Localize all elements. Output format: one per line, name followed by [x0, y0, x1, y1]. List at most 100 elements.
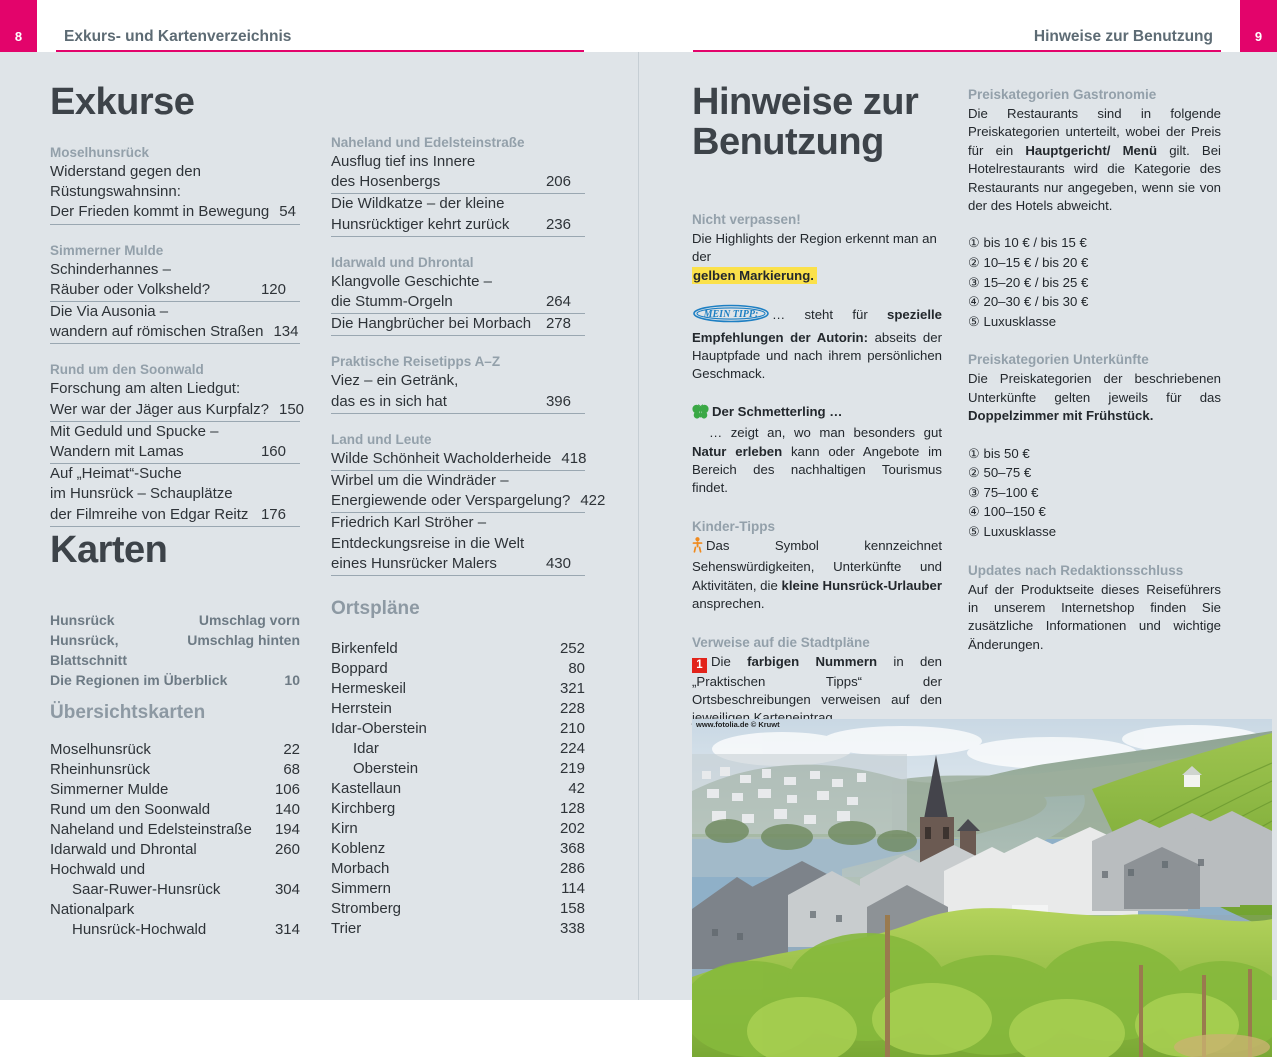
exkurs-entry-last-line: Räuber oder Volksheld? 120	[50, 280, 300, 303]
exkurs-entry-title: wandern auf römischen Straßen	[50, 323, 264, 341]
karten-row: Naheland und Edelsteinstraße 194	[50, 820, 300, 840]
karten-row-name: Koblenz	[331, 840, 386, 857]
exkurs-entry-line: Schinderhannes –	[50, 260, 171, 278]
karten-row-page: 202	[559, 820, 585, 837]
exkurs-entry-page: 160	[260, 443, 286, 461]
exkurs-group-label: Moselhunsrück	[50, 145, 150, 160]
karten-row: Kirchberg 128	[331, 799, 585, 819]
exkurs-entry-title: der Filmreihe von Edgar Reitz	[50, 505, 249, 523]
exkurs-entry-title: Der Frieden kommt in Bewegung	[50, 203, 270, 221]
right-column-2: Preiskategorien Gastronomie Die Restaura…	[968, 85, 1221, 654]
exkurs-entry-page: 236	[545, 215, 571, 233]
karten-row: Simmern 114	[331, 879, 585, 899]
karten-row-name: Oberstein	[353, 760, 419, 777]
exkurs-entry-line: Entdeckungsreise in die Welt	[331, 534, 525, 552]
karten-row-page: Umschlag hinten	[187, 632, 300, 648]
left-page: Exkurse Moselhunsrück Widerstand gegen de…	[0, 52, 638, 1000]
svg-text:MEIN TIPP:: MEIN TIPP:	[703, 309, 759, 320]
karten-row-page: 80	[568, 660, 585, 677]
exkurs-entry-last-line: des Hosenbergs 206	[331, 172, 585, 195]
exkurs-entry-last-line: Hunsrücktiger kehrt zurück 236	[331, 215, 585, 237]
karten-row-page: 10	[284, 672, 300, 688]
karten-row-name: Herrstein	[331, 700, 392, 717]
karten-row-page: 304	[274, 881, 300, 898]
ortsplaene-title: Ortspläne	[331, 598, 420, 619]
exkurs-group-label: Idarwald und Dhrontal	[331, 254, 474, 270]
karten-block: Karten Hunsrück Umschlag vorn Hunsrück, Bl…	[50, 530, 300, 940]
karten-row-name: Hunsrück-Hochwald	[72, 921, 207, 938]
exkurs-entry-title: Energiewende oder Verspargelung?	[331, 492, 571, 510]
karten-row-page: 68	[283, 761, 300, 778]
karten-row-page: 114	[561, 880, 585, 897]
stadtplaene-head: Verweise auf die Stadtpläne	[692, 634, 870, 650]
karten-row-page: 338	[559, 920, 585, 937]
page-header: 8 Exkurs- und Kartenverzeichnis Hinweise…	[0, 0, 1277, 52]
butterfly-icon	[692, 404, 709, 424]
nicht-verpassen-text: Die Highlights der Region erkennt man an…	[692, 230, 942, 285]
exkurs-entry-line: Die Wildkatze – der kleine	[331, 195, 505, 213]
karten-row-name: Birkenfeld	[331, 640, 398, 657]
karten-row-page: 260	[274, 841, 300, 858]
price-category-item: ③ 75–100 €	[968, 484, 1039, 500]
karten-row-name: Idarwald und Dhrontal	[50, 841, 197, 858]
ortsplaene-block: Ortspläne Birkenfeld 252 Boppard 80 Hermeske…	[331, 597, 585, 939]
nicht-verpassen-text-plain: Die Highlights der Region erkennt man an…	[692, 231, 937, 265]
region-photo: www.fotolia.de © Kruwt	[692, 719, 1272, 1057]
karten-row-page: 219	[559, 760, 585, 777]
karten-row: Rheinhunsrück 68	[50, 760, 300, 780]
page-number-tab-right: 9	[1240, 0, 1277, 52]
karten-row-name: Kirn	[331, 820, 358, 837]
exkurs-entry-line: Viez – ein Getränk,	[331, 372, 459, 390]
page-number-left: 8	[14, 29, 23, 44]
karten-row-name: Hochwald und	[50, 861, 146, 878]
photo-credit: www.fotolia.de © Kruwt	[696, 720, 780, 729]
exkurs-entry-title: Hunsrücktiger kehrt zurück	[331, 215, 510, 233]
karten-title: Karten	[50, 529, 168, 571]
karten-row-name: Kirchberg	[331, 800, 396, 817]
karten-row-page: 368	[559, 840, 585, 857]
karten-row-name: Stromberg	[331, 900, 402, 917]
price-category-item: ② 10–15 € / bis 20 €	[968, 255, 1089, 271]
exkurs-entry-line: Forschung am alten Liedgut:	[50, 380, 241, 398]
uebersichtskarten-list: Moselhunsrück 22 Rheinhunsrück 68 Simmerner …	[50, 740, 300, 940]
karten-row-page: 228	[559, 700, 585, 717]
mein-tipp-block: MEIN TIPP: … steht für spezielle Empfehl…	[692, 304, 942, 384]
karten-row-name: Morbach	[331, 860, 390, 877]
exkurs-entry-last-line: Die Hangbrücher bei Morbach 278	[331, 314, 585, 337]
karten-row: Morbach 286	[331, 859, 585, 879]
price-category-item: ④ 20–30 € / bis 30 €	[968, 294, 1089, 310]
exkurs-entry-last-line: Energiewende oder Verspargelung? 422	[331, 491, 605, 514]
karten-row-page: 286	[559, 860, 585, 877]
karten-row-page: 252	[559, 640, 585, 657]
exkurs-entry-page: 120	[260, 280, 286, 298]
exkurs-entry-title: Wandern mit Lamas	[50, 443, 184, 461]
karten-row: Birkenfeld 252	[331, 639, 585, 659]
exkurs-entry-line: Klangvolle Geschichte –	[331, 272, 492, 290]
exkurs-entry-title: eines Hunsrücker Malers	[331, 554, 497, 572]
karten-row-name: Simmern	[331, 880, 392, 897]
karten-row: Hunsrück, Blattschnitt Umschlag hinten	[50, 630, 300, 670]
mein-tipp-badge: MEIN TIPP:	[692, 304, 770, 328]
schmetterling-head-row: Der Schmetterling …	[692, 403, 942, 424]
exkurs-entry-page: 396	[545, 392, 571, 410]
group-spacer	[331, 414, 585, 431]
karten-row: Idarwald und Dhrontal 260	[50, 840, 300, 860]
karten-row-page: 158	[559, 900, 585, 917]
price-category-item: ① bis 50 €	[968, 445, 1030, 461]
karten-row-page: 42	[568, 780, 585, 797]
header-rule-left	[56, 50, 584, 52]
price-category-item: ② 50–75 €	[968, 465, 1032, 481]
exkurs-group-label: Naheland und Edelsteinstraße	[331, 135, 525, 150]
running-head-right: Hinweise zur Benutzung	[1033, 28, 1213, 45]
nicht-verpassen-head: Nicht verpassen!	[692, 212, 801, 227]
group-spacer	[50, 344, 300, 361]
karten-row-name: Trier	[331, 920, 362, 937]
karten-row: Rund um den Soonwald 140	[50, 800, 300, 820]
exkurs-group-label: Land und Leute	[331, 431, 432, 447]
unterkuenfte-head: Preiskategorien Unterkünfte	[968, 352, 1149, 368]
page-number-tab-left: 8	[0, 0, 37, 52]
karten-row: Herrstein 228	[331, 699, 585, 719]
karten-row-page: 224	[559, 740, 585, 757]
karten-row: Die Regionen im Überblick 10	[50, 670, 300, 690]
exkurs-entry-line: Die Via Ausonia –	[50, 303, 169, 321]
